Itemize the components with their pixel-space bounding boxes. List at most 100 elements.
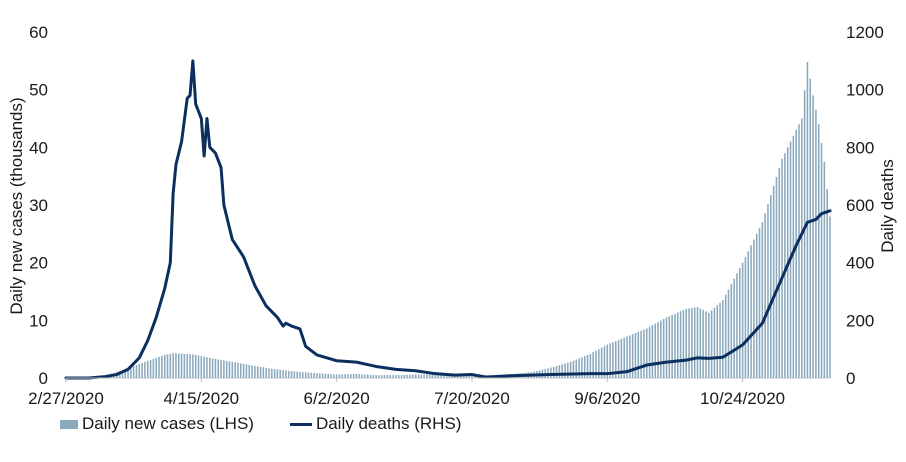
case-bar — [420, 375, 422, 378]
case-bar — [342, 374, 344, 378]
case-bar — [561, 364, 563, 378]
left-tick-label: 0 — [39, 369, 48, 388]
case-bar — [243, 364, 245, 378]
case-bar — [206, 357, 208, 378]
case-bar — [353, 374, 355, 378]
case-bar — [291, 371, 293, 378]
case-bar — [175, 353, 177, 378]
x-tick-label: 10/24/2020 — [700, 389, 785, 408]
case-bar — [649, 327, 651, 378]
case-bar — [268, 368, 270, 378]
x-tick-label: 2/27/2020 — [28, 389, 104, 408]
case-bar — [186, 354, 188, 378]
case-bar — [178, 354, 180, 378]
case-bar — [747, 251, 749, 378]
case-bar — [139, 364, 141, 378]
case-bar — [807, 62, 809, 378]
case-bar — [336, 375, 338, 378]
case-bar — [260, 367, 262, 378]
case-bar — [232, 362, 234, 378]
case-bar — [804, 90, 806, 378]
case-bar — [181, 354, 183, 378]
case-bar — [753, 240, 755, 378]
case-bar — [762, 222, 764, 378]
case-bar — [826, 189, 828, 378]
case-bar — [776, 177, 778, 378]
case-bar — [265, 368, 267, 378]
case-bar — [288, 371, 290, 378]
case-bar — [322, 374, 324, 378]
legend-item-cases: Daily new cases (LHS) — [60, 414, 254, 434]
case-bar — [725, 295, 727, 378]
case-bar — [198, 356, 200, 378]
case-bar — [333, 374, 335, 378]
x-tick-label: 9/6/2020 — [574, 389, 640, 408]
case-bar — [764, 213, 766, 378]
case-bar — [153, 359, 155, 378]
case-bar — [223, 360, 225, 378]
case-bar — [195, 355, 197, 378]
case-bar — [361, 374, 363, 378]
case-bar — [683, 310, 685, 378]
case-bar — [257, 366, 259, 378]
case-bar — [638, 332, 640, 378]
right-tick-label: 400 — [846, 254, 874, 273]
case-bar — [784, 153, 786, 378]
case-bar — [212, 358, 214, 378]
case-bar — [282, 370, 284, 378]
case-bar — [770, 195, 772, 378]
case-bar — [229, 361, 231, 378]
case-bar — [671, 315, 673, 378]
case-bar — [767, 204, 769, 378]
case-bar — [254, 366, 256, 378]
case-bar — [635, 333, 637, 378]
case-bar — [133, 366, 135, 378]
right-tick-label: 600 — [846, 196, 874, 215]
case-bar — [234, 362, 236, 378]
case-bar — [240, 363, 242, 378]
case-bar — [691, 308, 693, 378]
case-bar — [559, 365, 561, 378]
left-tick-label: 10 — [29, 311, 48, 330]
case-bar — [643, 330, 645, 378]
case-bar — [669, 316, 671, 378]
case-bar — [680, 311, 682, 378]
case-bar — [426, 375, 428, 378]
case-bar — [666, 317, 668, 378]
case-bar — [358, 374, 360, 378]
case-bar — [663, 319, 665, 378]
case-bar — [350, 374, 352, 378]
case-bar — [821, 143, 823, 378]
right-tick-label: 200 — [846, 311, 874, 330]
case-bar — [184, 354, 186, 378]
case-bar — [809, 79, 811, 378]
case-bar — [319, 373, 321, 378]
case-bar — [217, 359, 219, 378]
case-bar — [564, 364, 566, 379]
case-bar — [733, 279, 735, 378]
case-bar — [705, 311, 707, 378]
case-bar — [722, 300, 724, 378]
case-bar — [812, 95, 814, 378]
case-bar — [818, 124, 820, 378]
case-bar — [418, 375, 420, 378]
case-bar — [285, 370, 287, 378]
case-bar — [415, 375, 417, 378]
x-tick-label: 6/2/2020 — [304, 389, 370, 408]
case-bar — [742, 263, 744, 378]
left-tick-label: 60 — [29, 23, 48, 42]
case-bar — [296, 372, 298, 378]
case-bar — [719, 303, 721, 378]
case-bar — [829, 217, 831, 378]
case-bar — [347, 374, 349, 378]
left-tick-label: 50 — [29, 81, 48, 100]
case-bar — [652, 325, 654, 378]
case-bar — [773, 186, 775, 378]
case-bar — [728, 289, 730, 378]
right-tick-label: 0 — [846, 369, 855, 388]
legend-swatch-cases — [60, 420, 78, 429]
x-tick-label: 4/15/2020 — [163, 389, 239, 408]
case-bar — [144, 362, 146, 378]
